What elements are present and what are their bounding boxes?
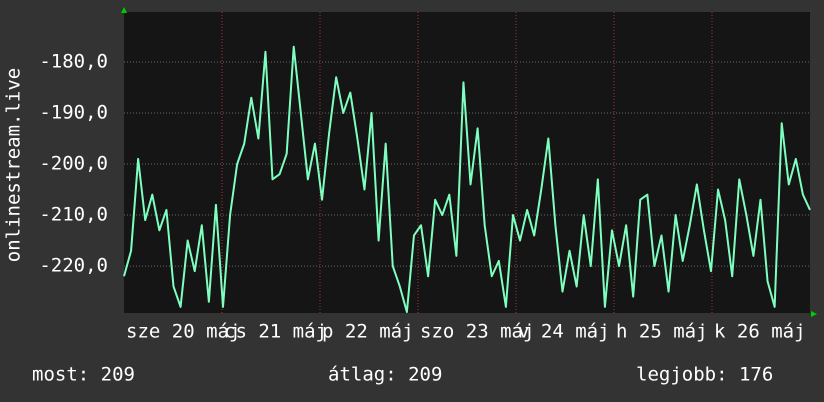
y-axis-title: onlinestream.live <box>3 68 25 262</box>
y-tick-label: -210,0 <box>39 204 108 226</box>
x-tick-label: cs 21 máj <box>224 321 327 343</box>
stat-label: legjobb: 176 <box>636 364 773 386</box>
x-tick-label: v 24 máj <box>518 321 610 343</box>
x-tick-label: k 26 máj <box>714 321 806 343</box>
x-tick-label: szo 23 máj <box>420 321 534 343</box>
y-tick-label: -190,0 <box>39 102 108 124</box>
axis-arrow <box>811 311 817 317</box>
stat-label: átlag: 209 <box>328 364 442 386</box>
stat-label: most: 209 <box>32 364 135 386</box>
y-tick-label: -200,0 <box>39 153 108 175</box>
line-series <box>123 45 811 313</box>
x-tick-label: p 22 máj <box>322 321 414 343</box>
axis-arrow <box>121 7 127 13</box>
y-tick-label: -220,0 <box>39 255 108 277</box>
y-tick-label: -180,0 <box>39 50 108 72</box>
x-tick-label: h 25 máj <box>616 321 708 343</box>
x-tick-label: sze 20 máj <box>126 321 240 343</box>
